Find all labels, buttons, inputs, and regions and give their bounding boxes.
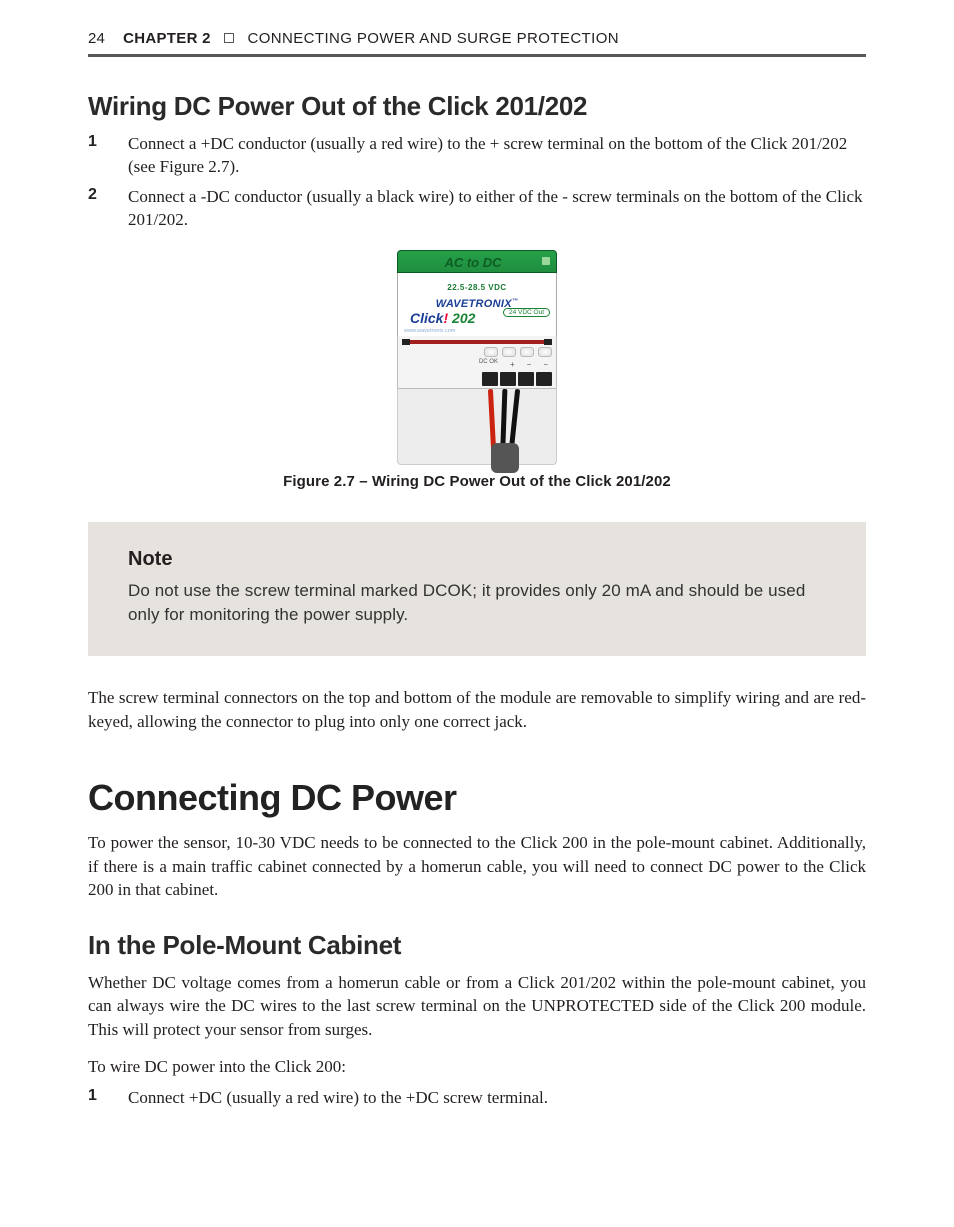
chapter-block: CHAPTER 2 CONNECTING POWER AND SURGE PRO… <box>123 30 619 48</box>
device-base <box>397 389 557 465</box>
section-heading-connecting-dc-power: Connecting DC Power <box>88 777 866 819</box>
chapter-title: CONNECTING POWER AND SURGE PROTECTION <box>248 30 620 47</box>
terminal-symbol: + <box>510 360 515 369</box>
ac-to-dc-label: AC to DC <box>444 255 501 270</box>
indicator-led-icon <box>542 257 550 265</box>
vdc-range-label: 22.5-28.5 VDC <box>447 283 506 292</box>
page-number: 24 <box>88 30 105 47</box>
screw-icon <box>484 347 498 357</box>
section-heading-pole-mount-cabinet: In the Pole-Mount Cabinet <box>88 930 866 961</box>
paragraph: The screw terminal connectors on the top… <box>88 686 866 733</box>
device-terminal-block: DC OK + − − <box>397 336 557 389</box>
plug-icon <box>536 372 552 386</box>
step-number: 2 <box>88 185 102 232</box>
list-item: 1 Connect +DC (usually a red wire) to th… <box>88 1086 866 1109</box>
plug-row <box>402 372 552 386</box>
section-heading-wiring-dc-out: Wiring DC Power Out of the Click 201/202 <box>88 91 866 122</box>
page-header: 24 CHAPTER 2 CONNECTING POWER AND SURGE … <box>88 30 866 57</box>
terminal-symbols: DC OK + − − <box>402 360 552 372</box>
device-top-label: AC to DC <box>397 250 557 273</box>
paragraph: To wire DC power into the Click 200: <box>88 1055 866 1078</box>
device-illustration: AC to DC 22.5-28.5 VDC WAVETRONIX™ Click… <box>397 250 557 465</box>
device-faceplate: 22.5-28.5 VDC WAVETRONIX™ Click! 202 24 … <box>397 273 557 336</box>
terminal-symbol: − <box>543 360 548 369</box>
red-key-strip <box>402 340 552 344</box>
website-label: www.wavetronix.com <box>404 328 550 334</box>
step-text: Connect a -DC conductor (usually a black… <box>128 185 866 232</box>
step-number: 1 <box>88 1086 102 1109</box>
figure-2-7: AC to DC 22.5-28.5 VDC WAVETRONIX™ Click… <box>88 250 866 490</box>
steps-list-2: 1 Connect +DC (usually a red wire) to th… <box>88 1086 866 1109</box>
terminal-symbol: DC OK <box>479 360 498 369</box>
screw-icon <box>502 347 516 357</box>
header-separator-icon <box>224 33 234 43</box>
plug-icon <box>518 372 534 386</box>
note-text: Do not use the screw terminal marked DCO… <box>128 579 826 627</box>
screw-icon <box>538 347 552 357</box>
step-text: Connect a +DC conductor (usually a red w… <box>128 132 866 179</box>
step-number: 1 <box>88 132 102 179</box>
cable-sleeve-icon <box>491 443 519 473</box>
chapter-label: CHAPTER 2 <box>123 30 211 47</box>
plug-icon <box>482 372 498 386</box>
steps-list-1: 1 Connect a +DC conductor (usually a red… <box>88 132 866 232</box>
figure-caption: Figure 2.7 – Wiring DC Power Out of the … <box>88 473 866 490</box>
list-item: 1 Connect a +DC conductor (usually a red… <box>88 132 866 179</box>
screw-row <box>402 347 552 357</box>
note-box: Note Do not use the screw terminal marke… <box>88 522 866 657</box>
paragraph: To power the sensor, 10-30 VDC needs to … <box>88 831 866 901</box>
plug-icon <box>500 372 516 386</box>
paragraph: Whether DC voltage comes from a homerun … <box>88 971 866 1041</box>
note-title: Note <box>128 548 826 571</box>
terminal-symbol: − <box>527 360 532 369</box>
screw-icon <box>520 347 534 357</box>
step-text: Connect +DC (usually a red wire) to the … <box>128 1086 866 1109</box>
list-item: 2 Connect a -DC conductor (usually a bla… <box>88 185 866 232</box>
product-line-label: Click! 202 <box>410 310 475 326</box>
